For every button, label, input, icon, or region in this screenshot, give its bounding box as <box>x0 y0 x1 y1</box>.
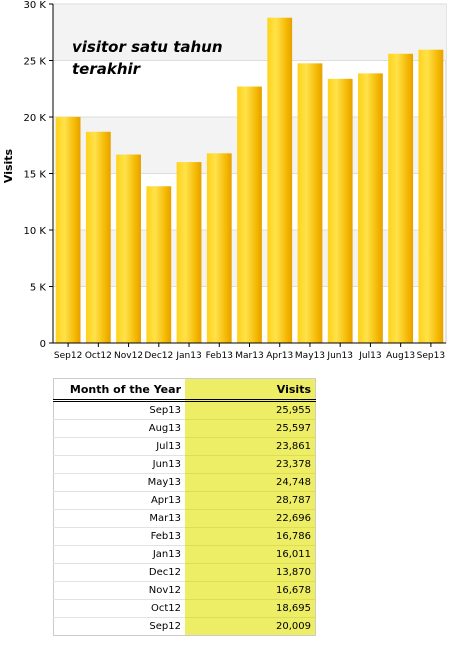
y-tick-label: 30 K <box>24 0 47 11</box>
x-axis-ticks: Sep12 Oct12 Nov12 Dec12 Jan13 Feb13 Mar13 Apr13… <box>54 343 445 361</box>
y-tick-label: 25 K <box>24 57 47 68</box>
visits-cell: 22,696 <box>185 509 316 528</box>
bar-jan13[interactable] <box>176 162 202 343</box>
table-row: Apr13 28,787 <box>53 491 316 510</box>
header-visits[interactable]: Visits <box>185 378 316 402</box>
bars <box>55 17 444 344</box>
table-body: Sep13 25,955 Aug13 25,597 Jul13 23,861 Jun13 23… <box>53 400 316 636</box>
bar-oct12[interactable] <box>85 131 111 343</box>
visits-cell: 25,597 <box>185 419 316 438</box>
bar-nov12[interactable] <box>116 154 141 343</box>
table-row: May13 24,748 <box>53 473 316 492</box>
x-tick-label: Jul13 <box>358 351 381 361</box>
chart-annotation-line-1: visitor satu tahun <box>72 38 223 56</box>
x-tick-label: Jan13 <box>175 351 201 361</box>
month-cell: Feb13 <box>53 527 185 546</box>
visits-cell: 28,787 <box>185 491 316 510</box>
table-row: Jul13 23,861 <box>53 437 316 456</box>
table-row: Nov12 16,678 <box>53 581 316 600</box>
month-cell: Oct12 <box>53 599 185 618</box>
visits-table: Month of the Year Visits Sep13 25,955 Aug1… <box>53 378 316 636</box>
visits-cell: 20,009 <box>185 617 316 636</box>
y-axis-ticks: 0 5 K 10 K 15 K 20 K 25 K 30 K <box>24 0 53 350</box>
grid-band <box>53 4 446 61</box>
visits-cell: 25,955 <box>185 400 316 420</box>
bar-apr13[interactable] <box>267 17 293 343</box>
visits-cell: 16,786 <box>185 527 316 546</box>
x-tick-label: Sep12 <box>54 351 82 361</box>
x-tick-label: Nov12 <box>114 351 143 361</box>
month-cell: Nov12 <box>53 581 185 600</box>
visits-bar-chart: 0 5 K 10 K 15 K 20 K 25 K 30 K Sep12 Oct12 Nov12… <box>2 0 447 361</box>
table-row: Sep13 25,955 <box>53 400 316 420</box>
month-cell: Jun13 <box>53 455 185 474</box>
table-row: Aug13 25,597 <box>53 419 316 438</box>
bar-aug13[interactable] <box>388 53 414 343</box>
visits-cell: 23,861 <box>185 437 316 456</box>
month-cell: May13 <box>53 473 185 492</box>
x-tick-label: Feb13 <box>206 351 233 361</box>
table-row: Oct12 18,695 <box>53 599 316 618</box>
x-tick-label: Dec12 <box>144 351 173 361</box>
x-tick-label: May13 <box>295 351 325 361</box>
x-tick-label: Aug13 <box>386 351 415 361</box>
bar-may13[interactable] <box>297 63 323 344</box>
x-tick-label: Oct12 <box>85 351 112 361</box>
table-row: Jan13 16,011 <box>53 545 316 564</box>
y-tick-label: 20 K <box>24 113 47 124</box>
bar-mar13[interactable] <box>237 86 262 343</box>
month-cell: Jul13 <box>53 437 185 456</box>
visits-cell: 23,378 <box>185 455 316 474</box>
x-tick-label: Apr13 <box>266 351 293 361</box>
y-tick-label: 15 K <box>24 170 47 181</box>
bar-feb13[interactable] <box>206 153 232 343</box>
bar-jun13[interactable] <box>327 78 353 343</box>
y-tick-label: 0 <box>40 339 46 350</box>
x-tick-label: Mar13 <box>235 351 263 361</box>
table-row: Mar13 22,696 <box>53 509 316 528</box>
bar-sep13[interactable] <box>418 49 444 344</box>
table-row: Feb13 16,786 <box>53 527 316 546</box>
month-cell: Aug13 <box>53 419 185 438</box>
table-header-row: Month of the Year Visits <box>53 378 316 402</box>
month-cell: Sep12 <box>53 617 185 636</box>
header-month[interactable]: Month of the Year <box>53 378 185 402</box>
y-tick-label: 10 K <box>24 226 47 237</box>
month-cell: Sep13 <box>53 400 185 420</box>
x-tick-label: Sep13 <box>417 351 445 361</box>
bar-sep12[interactable] <box>55 116 81 343</box>
month-cell: Apr13 <box>53 491 185 510</box>
month-cell: Jan13 <box>53 545 185 564</box>
table-row: Dec12 13,870 <box>53 563 316 582</box>
visits-cell: 16,678 <box>185 581 316 600</box>
visits-cell: 24,748 <box>185 473 316 492</box>
chart-annotation-line-2: terakhir <box>72 60 142 78</box>
table-row: Sep12 20,009 <box>53 617 316 636</box>
y-tick-label: 5 K <box>30 283 47 294</box>
month-cell: Dec12 <box>53 563 185 582</box>
bar-jul13[interactable] <box>358 73 383 343</box>
x-tick-label: Jun13 <box>326 351 353 361</box>
month-cell: Mar13 <box>53 509 185 528</box>
visits-cell: 18,695 <box>185 599 316 618</box>
y-axis-label: Visits <box>2 148 15 183</box>
bar-dec12[interactable] <box>146 186 172 343</box>
table-row: Jun13 23,378 <box>53 455 316 474</box>
visits-cell: 13,870 <box>185 563 316 582</box>
visits-cell: 16,011 <box>185 545 316 564</box>
